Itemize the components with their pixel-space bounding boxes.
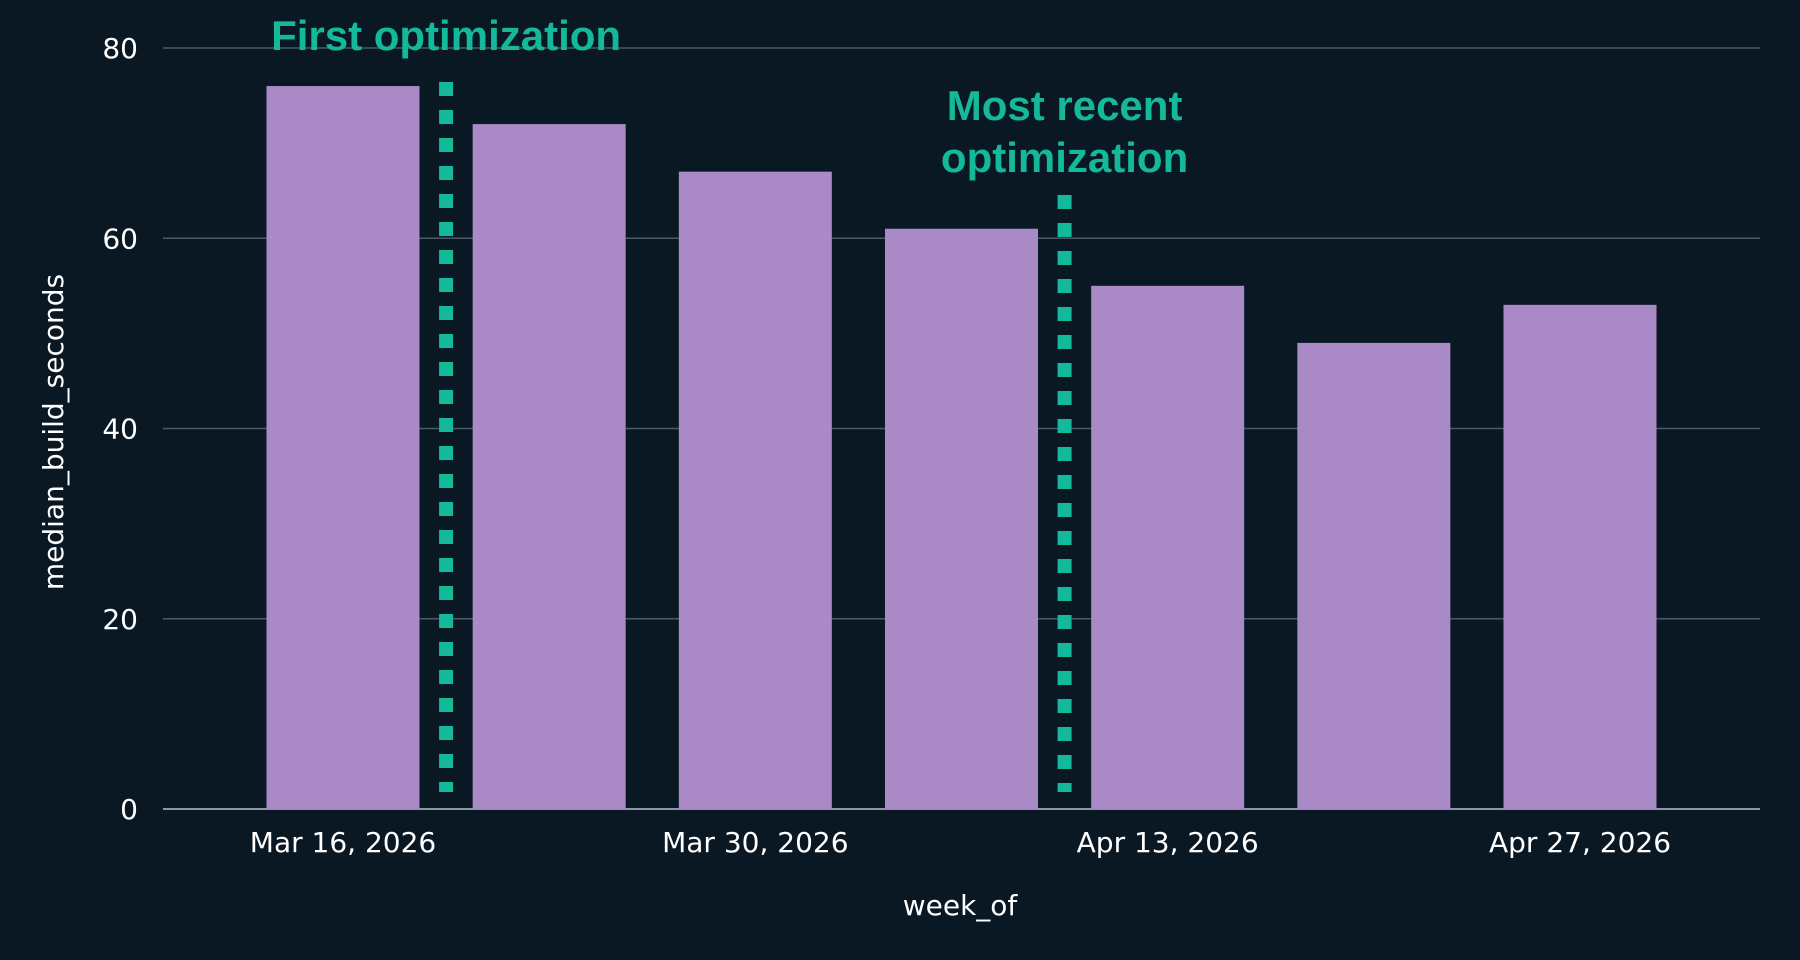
y-axis-ticks: 0 20 40 60 80 (102, 32, 138, 826)
bars (266, 86, 1657, 810)
x-tick-label: Mar 16, 2026 (250, 826, 436, 859)
y-axis-title: median_build_seconds (37, 274, 70, 590)
x-axis-title: week_of (903, 889, 1019, 922)
x-tick-label: Mar 30, 2026 (662, 826, 848, 859)
y-tick-label: 0 (120, 793, 138, 826)
x-tick-label: Apr 13, 2026 (1077, 826, 1259, 859)
bar (885, 228, 1038, 810)
bar (678, 171, 832, 810)
bar (1297, 342, 1451, 809)
x-axis-ticks: Mar 16, 2026 Mar 30, 2026 Apr 13, 2026 Apr … (250, 826, 1671, 859)
annotations: First optimization Most recent optimizatio… (271, 12, 1188, 181)
bar (1503, 304, 1657, 809)
y-tick-label: 40 (102, 413, 138, 446)
annotation-label: First optimization (271, 12, 621, 59)
bar (472, 124, 626, 810)
bar (266, 86, 420, 810)
x-tick-label: Apr 27, 2026 (1489, 826, 1671, 859)
annotation-label: optimization (941, 134, 1188, 181)
annotation-markers (439, 82, 1072, 792)
y-tick-label: 20 (102, 603, 138, 636)
annotation-label: Most recent (947, 82, 1183, 129)
y-tick-label: 60 (102, 222, 138, 255)
y-tick-label: 80 (102, 32, 138, 65)
bar (1091, 285, 1245, 809)
